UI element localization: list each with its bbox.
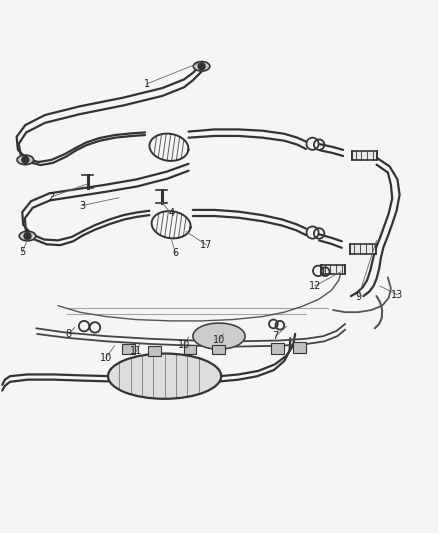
Text: 10: 10 bbox=[178, 340, 190, 350]
Text: 4: 4 bbox=[168, 208, 174, 219]
Text: 3: 3 bbox=[79, 200, 85, 211]
Bar bbox=[212, 345, 225, 354]
Circle shape bbox=[24, 232, 31, 239]
Bar bbox=[293, 342, 306, 353]
Text: 6: 6 bbox=[173, 248, 179, 259]
Bar bbox=[350, 244, 376, 254]
Ellipse shape bbox=[193, 61, 210, 71]
Text: 7: 7 bbox=[272, 331, 279, 341]
Text: 1: 1 bbox=[144, 79, 150, 88]
Ellipse shape bbox=[19, 231, 36, 241]
Text: 12: 12 bbox=[308, 281, 321, 291]
Text: 8: 8 bbox=[66, 329, 72, 339]
Bar bbox=[321, 265, 345, 274]
Ellipse shape bbox=[193, 323, 245, 349]
Text: 10: 10 bbox=[213, 335, 225, 345]
Ellipse shape bbox=[108, 353, 221, 399]
Text: 9: 9 bbox=[355, 292, 361, 302]
Text: 11: 11 bbox=[130, 346, 142, 357]
Bar bbox=[122, 344, 134, 353]
Circle shape bbox=[198, 63, 205, 70]
Bar bbox=[271, 343, 284, 353]
Text: 10: 10 bbox=[100, 353, 112, 363]
Bar bbox=[148, 346, 161, 356]
Bar bbox=[184, 345, 196, 354]
Text: 2: 2 bbox=[48, 192, 55, 202]
Text: 5: 5 bbox=[19, 247, 25, 257]
Text: 17: 17 bbox=[200, 240, 212, 250]
Circle shape bbox=[22, 156, 29, 163]
Text: 13: 13 bbox=[391, 290, 403, 300]
Ellipse shape bbox=[17, 155, 34, 165]
Bar bbox=[352, 151, 377, 160]
